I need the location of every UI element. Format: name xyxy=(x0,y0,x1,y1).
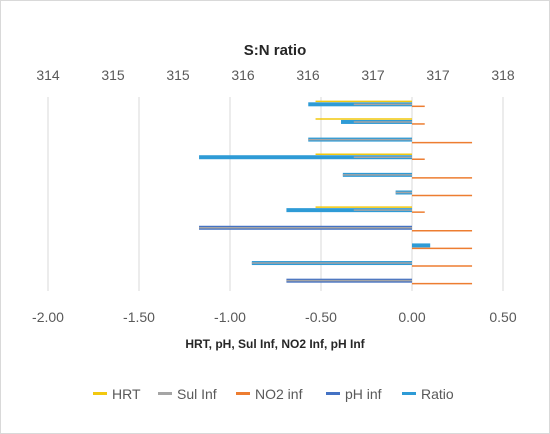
data-row xyxy=(286,206,425,213)
top-tick-label: 317 xyxy=(361,67,385,83)
data-row xyxy=(395,190,473,197)
data-row xyxy=(308,100,425,108)
ratio-bar xyxy=(412,243,431,248)
legend-label: Ratio xyxy=(421,386,454,402)
data-row xyxy=(251,261,473,267)
legend-swatch xyxy=(158,392,172,395)
top-tick-label: 316 xyxy=(231,67,255,83)
top-tick-label: 318 xyxy=(491,67,515,83)
ratio-bar xyxy=(199,155,412,160)
top-tick-label: 315 xyxy=(166,67,190,83)
x-axis-label: HRT, pH, Sul Inf, NO2 Inf, pH Inf xyxy=(185,337,365,351)
legend-item-ph-inf: pH inf xyxy=(326,386,382,402)
legend-label: pH inf xyxy=(345,386,382,402)
legend-swatch xyxy=(93,392,107,395)
bottom-tick-label: -2.00 xyxy=(32,309,64,325)
legend-label: HRT xyxy=(112,386,141,402)
top-axis: 314 315 315 316 316 317 317 318 xyxy=(36,67,515,83)
legend-item-no2-inf: NO2 inf xyxy=(236,386,303,402)
bottom-tick-label: -1.00 xyxy=(214,309,246,325)
bottom-tick-label: 0.00 xyxy=(398,309,425,325)
bottom-axis: -2.00 -1.50 -1.00 -0.50 0.00 0.50 xyxy=(32,309,517,325)
data-row xyxy=(308,137,473,144)
legend-swatch xyxy=(326,392,340,395)
legend-label: Sul Inf xyxy=(177,386,217,402)
data-row xyxy=(342,172,473,179)
data-row xyxy=(315,118,425,125)
top-tick-label: 314 xyxy=(36,67,60,83)
data-row xyxy=(412,243,473,250)
ratio-bar xyxy=(286,208,412,213)
legend-swatch xyxy=(236,392,250,395)
data-row xyxy=(199,225,473,232)
legend-label: NO2 inf xyxy=(255,386,303,402)
legend-item-hrt: HRT xyxy=(93,386,141,402)
plot-area xyxy=(199,100,473,285)
top-tick-label: 317 xyxy=(426,67,450,83)
legend-item-ratio: Ratio xyxy=(402,386,454,402)
legend-item-sul-inf: Sul Inf xyxy=(158,386,217,402)
bottom-tick-label: -1.50 xyxy=(123,309,155,325)
data-row xyxy=(286,278,473,285)
bottom-tick-label: 0.50 xyxy=(489,309,516,325)
top-tick-label: 315 xyxy=(101,67,125,83)
legend: HRT Sul Inf NO2 inf pH inf Ratio xyxy=(93,386,454,402)
bottom-tick-label: -0.50 xyxy=(305,309,337,325)
data-row xyxy=(199,153,425,160)
chart-title: S:N ratio xyxy=(244,42,307,59)
legend-swatch xyxy=(402,392,416,395)
top-tick-label: 316 xyxy=(296,67,320,83)
